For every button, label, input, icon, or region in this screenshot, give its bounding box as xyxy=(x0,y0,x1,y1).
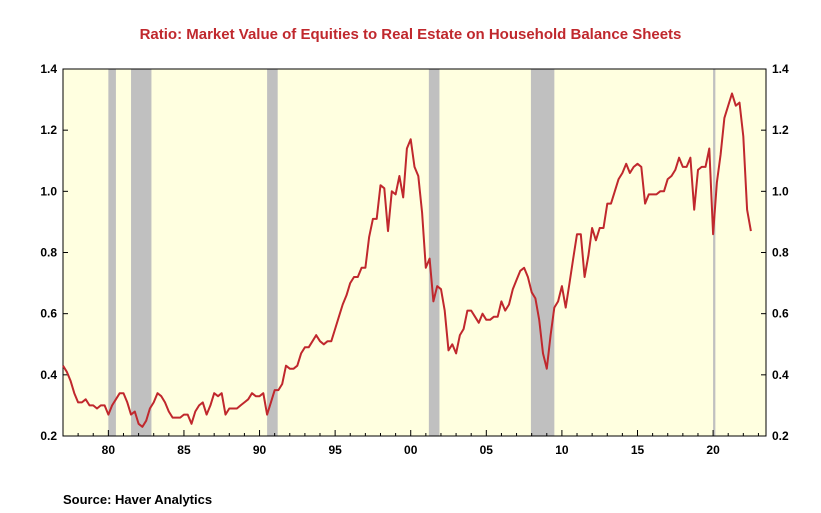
y-tick-label-right: 0.4 xyxy=(772,368,789,382)
plot-background xyxy=(63,69,766,436)
recession-bar xyxy=(267,69,278,436)
x-tick-label: 00 xyxy=(404,443,418,457)
y-tick-label-right: 0.8 xyxy=(772,246,789,260)
x-tick-label: 90 xyxy=(253,443,267,457)
recession-bar xyxy=(131,69,152,436)
y-tick-label-right: 1.2 xyxy=(772,123,789,137)
x-tick-label: 80 xyxy=(102,443,116,457)
y-tick-label-left: 0.8 xyxy=(40,246,57,260)
x-tick-label: 95 xyxy=(328,443,342,457)
y-tick-label-left: 0.6 xyxy=(40,307,57,321)
recession-bar xyxy=(108,69,116,436)
y-tick-label-left: 1.2 xyxy=(40,123,57,137)
y-tick-label-left: 0.2 xyxy=(40,429,57,443)
y-tick-label-left: 1.4 xyxy=(40,62,57,76)
y-tick-label-left: 0.4 xyxy=(40,368,57,382)
y-tick-label-right: 1.0 xyxy=(772,184,789,198)
chart-title: Ratio: Market Value of Equities to Real … xyxy=(139,26,682,43)
x-tick-label: 05 xyxy=(480,443,494,457)
series-line xyxy=(62,92,752,428)
y-tick-label-left: 1.0 xyxy=(40,184,57,198)
recession-bar xyxy=(428,69,440,436)
y-tick-label-right: 0.2 xyxy=(772,429,789,443)
x-tick-label: 85 xyxy=(177,443,191,457)
recession-bar xyxy=(530,69,555,436)
x-tick-label: 15 xyxy=(631,443,645,457)
y-tick-label-right: 1.4 xyxy=(772,62,789,76)
y-tick-label-right: 0.6 xyxy=(772,307,789,321)
source-note: Source: Haver Analytics xyxy=(63,492,213,507)
recession-bar xyxy=(713,69,716,436)
x-tick-label: 20 xyxy=(706,443,720,457)
x-tick-label: 10 xyxy=(555,443,569,457)
